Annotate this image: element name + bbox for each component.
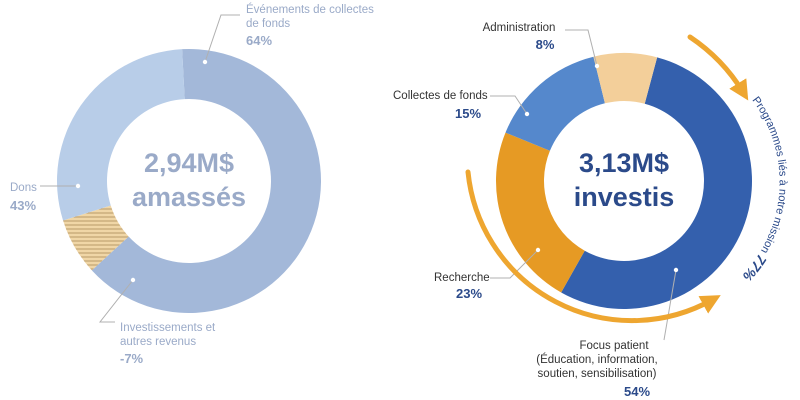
slice-donations bbox=[57, 49, 185, 221]
patient-label-line2: (Éducation, information, bbox=[536, 353, 657, 366]
donut-raised bbox=[40, 14, 322, 323]
donations-pct: 43% bbox=[10, 198, 36, 213]
fundraising-label: Collectes de fonds bbox=[393, 90, 488, 102]
leader-events-dot bbox=[202, 59, 208, 65]
admin-label: Administration bbox=[483, 22, 556, 34]
slice-research bbox=[496, 132, 585, 293]
donut-spent bbox=[490, 29, 752, 341]
slice-patient bbox=[561, 57, 752, 309]
patient-label-line1: Focus patient bbox=[579, 340, 649, 352]
leader-patient bbox=[663, 269, 677, 341]
research-label: Recherche bbox=[434, 272, 490, 284]
donations-label: Dons bbox=[10, 182, 37, 194]
events-label-line1: Événements de collectes bbox=[246, 3, 374, 16]
raised-center-label: amassés bbox=[132, 182, 246, 212]
leader-admin bbox=[565, 29, 598, 67]
events-pct: 64% bbox=[246, 33, 272, 48]
slice-investments bbox=[63, 205, 129, 271]
events-label-line2: de fonds bbox=[246, 18, 290, 30]
invest-label-line1: Investissements et bbox=[120, 322, 216, 334]
mission-arrow-top bbox=[687, 34, 749, 101]
spent-center-value: 3,13M$ bbox=[579, 148, 669, 178]
slice-events bbox=[91, 48, 322, 313]
slice-admin bbox=[593, 53, 658, 104]
leader-fundraising bbox=[490, 95, 528, 115]
leader-donations-dot bbox=[75, 183, 81, 189]
spent-center-label: investis bbox=[574, 182, 675, 212]
admin-pct: 8% bbox=[536, 37, 555, 52]
invest-label-line2: autres revenus bbox=[120, 336, 196, 348]
leader-events bbox=[204, 14, 240, 63]
raised-center-value: 2,94M$ bbox=[144, 148, 234, 178]
leader-research bbox=[490, 249, 539, 279]
leader-investments-dot bbox=[130, 277, 136, 283]
mission-arrow-bottom bbox=[465, 169, 721, 324]
patient-pct: 54% bbox=[624, 384, 650, 399]
invest-pct: -7% bbox=[120, 351, 144, 366]
leader-fundraising-dot bbox=[524, 111, 530, 117]
leader-patient-dot bbox=[673, 267, 679, 273]
patient-label-line3: soutien, sensibilisation) bbox=[538, 368, 657, 380]
leader-investments bbox=[98, 279, 134, 323]
research-pct: 23% bbox=[456, 286, 482, 301]
leader-research-dot bbox=[535, 247, 541, 253]
slice-fundraising bbox=[505, 56, 605, 151]
fundraising-pct: 15% bbox=[455, 106, 481, 121]
mission-annotation-text: Programmes liés à notre mission bbox=[750, 95, 789, 259]
leader-admin-dot bbox=[594, 63, 600, 69]
